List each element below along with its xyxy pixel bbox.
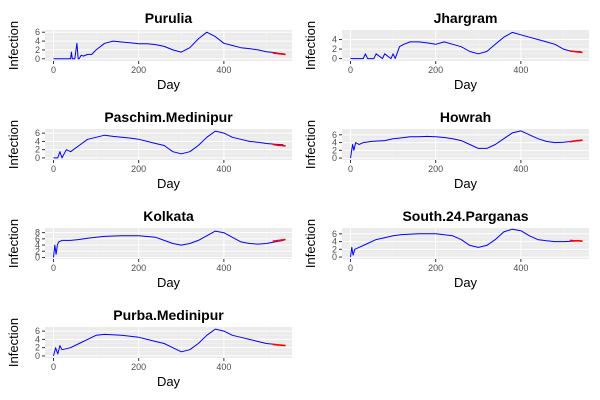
x-tick-label: 0 <box>348 164 353 174</box>
panel-title: Paschim.Medinipur <box>104 109 233 125</box>
x-tick-label: 0 <box>51 263 56 273</box>
series-forecast-line <box>272 143 286 147</box>
series-observed-line <box>350 130 581 159</box>
series-observed-line <box>53 328 284 357</box>
panel-title: Jhargram <box>434 10 498 26</box>
y-axis-label: Infection <box>303 219 318 268</box>
y-tick-label: 6 <box>35 27 40 37</box>
y-axis-label: Infection <box>6 219 21 268</box>
plot-background <box>342 228 589 259</box>
x-tick-label: 0 <box>348 263 353 273</box>
y-tick-label: 6 <box>332 229 337 239</box>
y-tick-label: 0 <box>332 153 337 163</box>
plot-background <box>45 327 292 358</box>
y-tick-label: 2 <box>332 244 337 254</box>
x-axis-label: Day <box>454 275 478 290</box>
x-tick-label: 0 <box>51 65 56 75</box>
y-tick-label: 4 <box>35 136 40 146</box>
y-tick-label: 4 <box>35 36 40 46</box>
panel-title: South.24.Parganas <box>402 208 528 224</box>
plot-background <box>342 129 589 160</box>
y-axis-label: Infection <box>6 318 21 367</box>
x-tick-label: 200 <box>428 164 443 174</box>
x-tick-label: 400 <box>513 263 528 273</box>
x-tick-label: 0 <box>51 164 56 174</box>
x-axis-label: Day <box>454 77 478 92</box>
panel-title: Purba.Medinipur <box>113 307 224 323</box>
y-axis-label: Infection <box>6 21 21 70</box>
y-tick-label: 4 <box>332 237 337 247</box>
series-forecast-line <box>272 52 286 56</box>
y-tick-label: 8 <box>35 228 40 238</box>
x-tick-label: 200 <box>131 65 146 75</box>
panel-title: Kolkata <box>143 208 194 224</box>
x-tick-label: 200 <box>131 263 146 273</box>
y-tick-label: 0 <box>332 54 337 64</box>
x-axis-label: Day <box>454 176 478 191</box>
y-axis-label: Infection <box>6 120 21 169</box>
series-forecast-line <box>569 239 583 242</box>
series-observed-line <box>53 230 284 258</box>
y-tick-label: 0 <box>332 252 337 262</box>
x-tick-label: 200 <box>131 362 146 372</box>
x-tick-label: 0 <box>51 362 56 372</box>
y-tick-label: 2 <box>332 44 337 54</box>
x-tick-label: 200 <box>131 164 146 174</box>
y-tick-label: 6 <box>35 128 40 138</box>
series-forecast-line <box>569 139 583 143</box>
plot-background <box>45 129 292 160</box>
y-tick-label: 0 <box>35 351 40 361</box>
x-tick-label: 400 <box>216 65 231 75</box>
y-axis-label: Infection <box>303 21 318 70</box>
y-tick-label: 2 <box>35 246 40 256</box>
series-observed-line <box>350 31 581 60</box>
series-forecast-line <box>272 343 286 347</box>
series-forecast-line <box>272 238 286 243</box>
y-tick-label: 6 <box>332 130 337 140</box>
x-axis-label: Day <box>157 77 181 92</box>
y-tick-label: 6 <box>35 326 40 336</box>
y-tick-label: 0 <box>35 153 40 163</box>
series-observed-line <box>53 31 284 60</box>
y-tick-label: 4 <box>332 138 337 148</box>
x-axis-label: Day <box>157 176 181 191</box>
x-tick-label: 400 <box>216 263 231 273</box>
x-tick-label: 200 <box>428 65 443 75</box>
x-tick-label: 200 <box>428 263 443 273</box>
y-tick-label: 0 <box>35 54 40 64</box>
y-tick-label: 2 <box>35 45 40 55</box>
y-tick-label: 4 <box>35 334 40 344</box>
series-forecast-line <box>569 50 583 54</box>
y-tick-label: 2 <box>35 343 40 353</box>
y-tick-label: 0 <box>35 252 40 262</box>
x-tick-label: 400 <box>513 164 528 174</box>
x-tick-label: 400 <box>513 65 528 75</box>
x-tick-label: 400 <box>216 164 231 174</box>
panel-title: Purulia <box>145 10 193 26</box>
x-axis-label: Day <box>157 275 181 290</box>
y-tick-label: 4 <box>35 240 40 250</box>
x-axis-label: Day <box>157 374 181 389</box>
x-tick-label: 400 <box>216 362 231 372</box>
y-tick-label: 4 <box>332 35 337 45</box>
series-observed-line <box>53 130 284 159</box>
panel-title: Howrah <box>440 109 491 125</box>
series-observed-line <box>350 228 581 258</box>
y-tick-label: 2 <box>35 145 40 155</box>
x-tick-label: 0 <box>348 65 353 75</box>
y-tick-label: 2 <box>332 145 337 155</box>
y-tick-label: 6 <box>35 234 40 244</box>
y-axis-label: Infection <box>303 120 318 169</box>
